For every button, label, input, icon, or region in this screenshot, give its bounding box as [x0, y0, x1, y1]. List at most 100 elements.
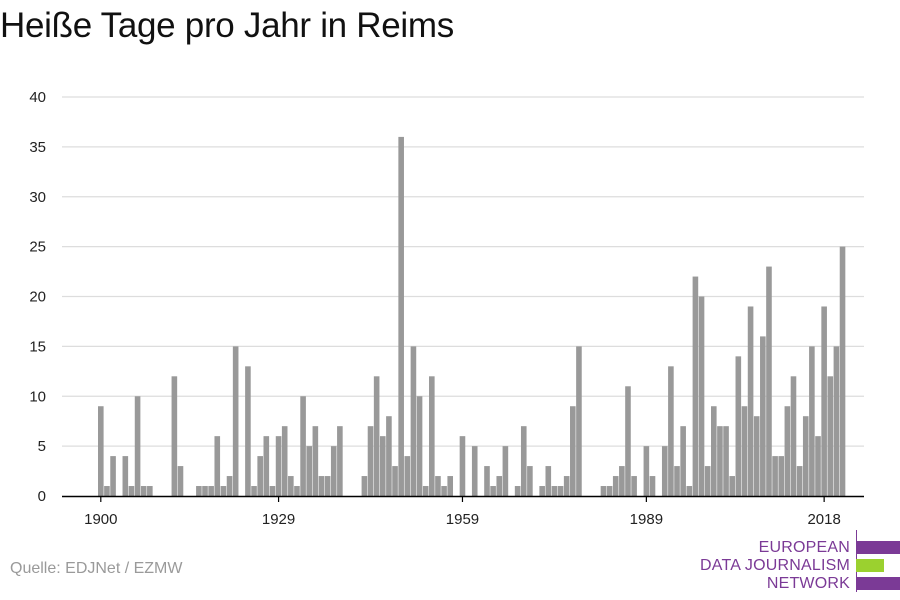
- y-tick-label: 0: [38, 488, 46, 505]
- bar: [410, 346, 417, 496]
- bar: [379, 436, 386, 496]
- bar: [576, 346, 582, 496]
- bar: [128, 486, 135, 496]
- bar: [416, 396, 423, 496]
- bar: [790, 376, 797, 496]
- bar: [140, 486, 147, 496]
- logo-purple-bar-bottom: [856, 577, 900, 590]
- bar: [226, 476, 233, 496]
- chart-title: Heiße Tage pro Jahr in Reims: [0, 6, 454, 45]
- bar: [294, 486, 300, 496]
- bar: [275, 436, 282, 496]
- bar: [821, 306, 827, 496]
- bar: [753, 416, 760, 496]
- bar: [373, 376, 380, 496]
- bar: [392, 466, 398, 496]
- bar: [527, 466, 533, 496]
- y-axis-ticks: 0 5 10 15 20 25 30 35 40: [29, 89, 46, 505]
- bar: [281, 426, 288, 496]
- y-tick-label: 35: [29, 139, 46, 156]
- bar: [471, 446, 478, 496]
- bar: [496, 476, 503, 496]
- bar: [306, 446, 313, 496]
- bar: [741, 406, 748, 496]
- bar: [570, 406, 576, 496]
- logo-green-bar: [856, 559, 884, 572]
- bar: [398, 136, 404, 496]
- bar: [177, 466, 184, 496]
- bar: [686, 486, 693, 496]
- x-tick-label: 1929: [262, 511, 295, 528]
- bar: [269, 486, 276, 496]
- bar: [422, 486, 429, 496]
- bar: [122, 456, 129, 496]
- bar: [729, 476, 735, 496]
- bar: [98, 406, 104, 496]
- bar: [802, 416, 809, 496]
- bar: [257, 456, 263, 496]
- bar: [668, 366, 674, 496]
- bar: [796, 466, 803, 496]
- bar: [196, 486, 202, 496]
- bar: [484, 466, 490, 496]
- y-tick-label: 40: [29, 89, 46, 106]
- bar: [631, 476, 637, 496]
- logo-purple-bar-top: [856, 541, 900, 554]
- bar: [545, 466, 552, 496]
- bar: [815, 436, 821, 496]
- bar: [490, 486, 496, 496]
- bars: [98, 136, 846, 496]
- logo-text-data-journalism: DATA JOURNALISM: [700, 557, 850, 574]
- bar: [766, 266, 772, 496]
- bar: [232, 346, 239, 496]
- y-tick-label: 15: [29, 338, 46, 355]
- bar: [441, 486, 447, 496]
- bar: [367, 426, 374, 496]
- y-tick-label: 25: [29, 239, 46, 256]
- bar: [134, 396, 141, 496]
- bar: [502, 446, 509, 496]
- bar: [147, 486, 153, 496]
- bar: [104, 486, 110, 496]
- bar: [557, 486, 564, 496]
- bar: [312, 426, 319, 496]
- bar: [698, 296, 705, 496]
- bar: [202, 486, 208, 496]
- bar: [318, 476, 325, 496]
- bar: [723, 426, 729, 496]
- edjnet-logo[interactable]: EUROPEAN DATA JOURNALISM NETWORK: [700, 530, 900, 592]
- x-axis-ticks: 1900 1929 1959 1989 2018: [84, 496, 841, 528]
- bar: [600, 486, 607, 496]
- bar: [171, 376, 178, 496]
- bar: [649, 476, 656, 496]
- bar: [711, 406, 717, 496]
- bar: [459, 436, 466, 496]
- bar: [324, 476, 331, 496]
- bar: [612, 476, 619, 496]
- logo-text-network: NETWORK: [766, 575, 850, 592]
- bar: [778, 456, 785, 496]
- bar: [330, 446, 337, 496]
- bar: [784, 406, 791, 496]
- gridlines: [62, 96, 864, 447]
- bar: [245, 366, 251, 496]
- bar: [735, 356, 742, 496]
- y-tick-label: 10: [29, 388, 46, 405]
- bar: [263, 436, 270, 496]
- bar: [361, 476, 368, 496]
- bar: [717, 426, 723, 496]
- bar: [551, 486, 558, 496]
- x-tick-label: 1959: [446, 511, 479, 528]
- bar: [208, 486, 214, 496]
- bar: [692, 276, 699, 496]
- bar: [220, 486, 227, 496]
- bar: [563, 476, 570, 496]
- y-tick-label: 20: [29, 289, 46, 306]
- bar: [839, 246, 846, 496]
- bar: [760, 336, 766, 496]
- bar: [337, 426, 343, 496]
- bar: [288, 476, 294, 496]
- bar: [520, 426, 527, 496]
- bar: [435, 476, 441, 496]
